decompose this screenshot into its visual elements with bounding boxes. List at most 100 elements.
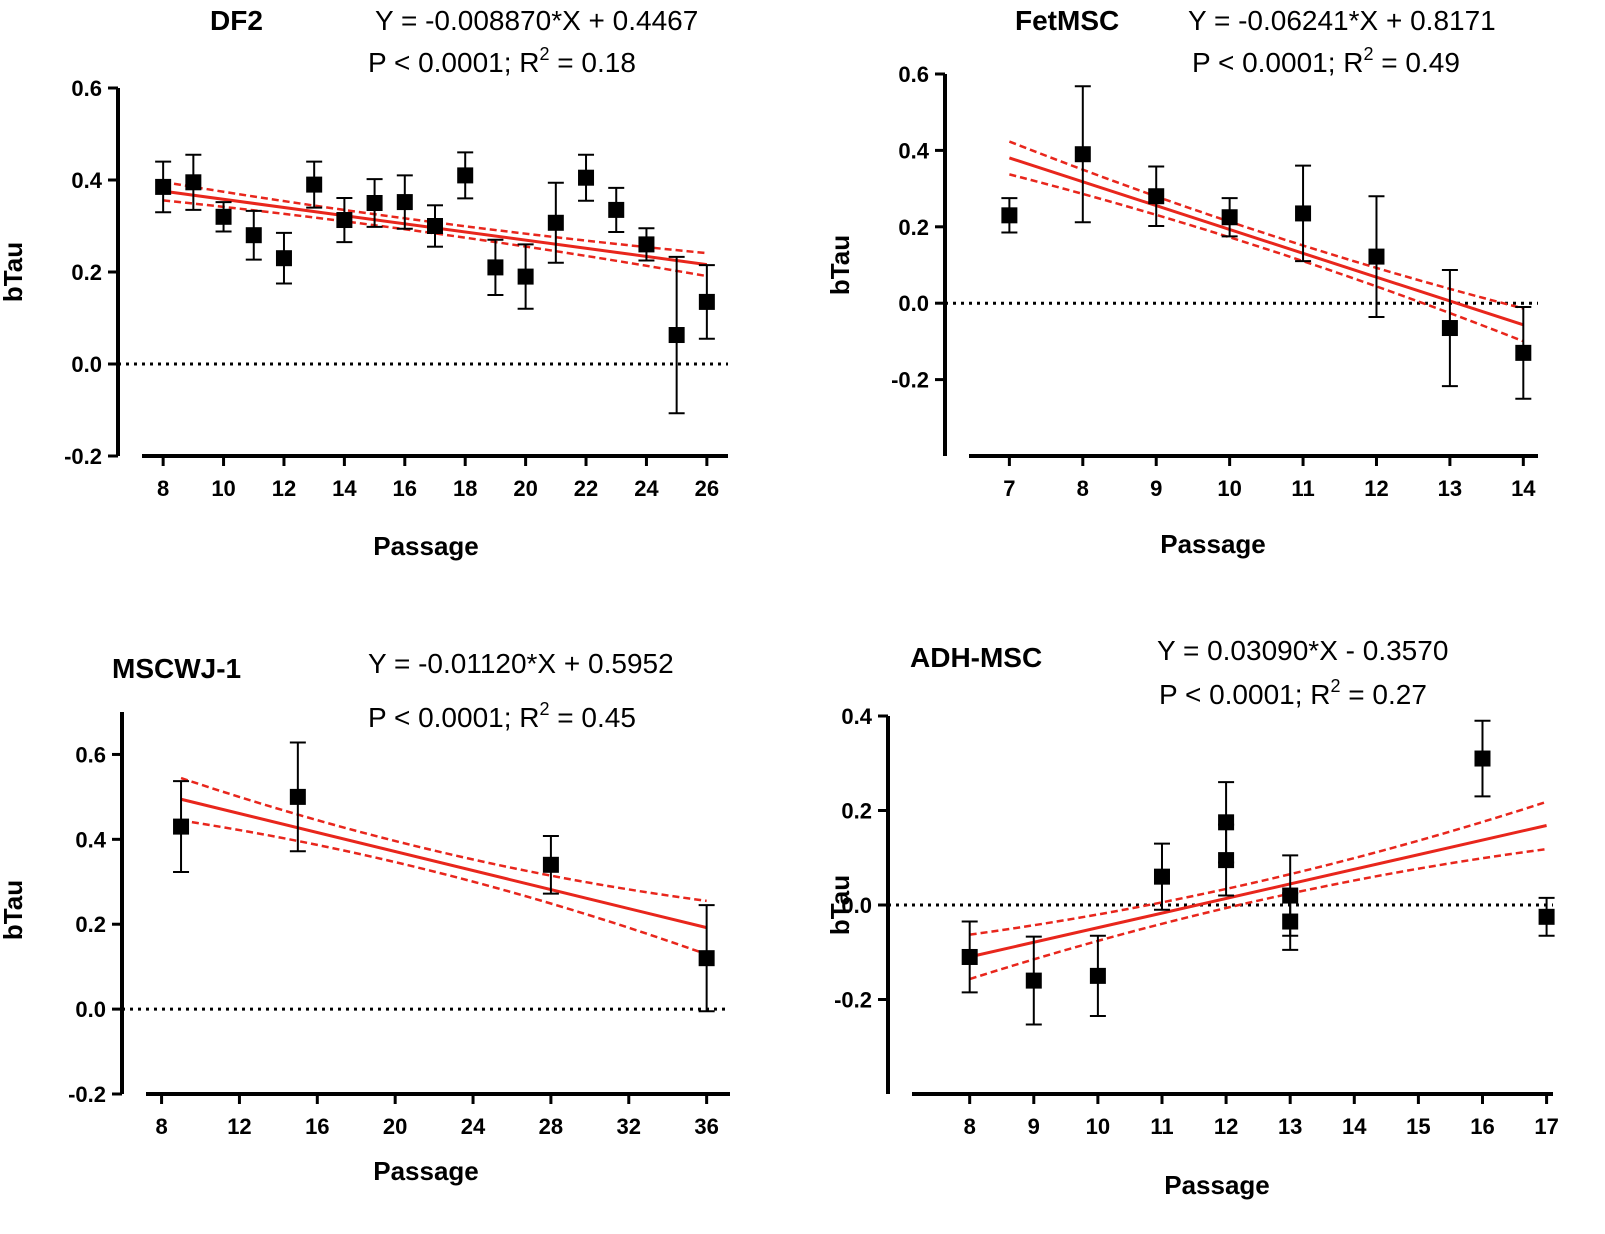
data-point: [289, 788, 306, 805]
y-tick-label: 0.4: [71, 168, 102, 193]
x-axis-label: Passage: [373, 1156, 479, 1186]
data-point: [173, 818, 190, 835]
regression-line: [180, 797, 707, 930]
panel-df2: DF2 Y = -0.008870*X + 0.4467 P < 0.0001;…: [0, 5, 728, 561]
data-point: [427, 218, 443, 234]
data-point: [698, 293, 715, 310]
x-tick-label: 14: [1342, 1114, 1367, 1139]
data-point: [517, 268, 534, 285]
data-point: [547, 214, 564, 231]
x-tick-label: 24: [634, 476, 659, 501]
y-tick-label: 0.2: [71, 260, 102, 285]
y-tick-label: 0.6: [75, 742, 106, 767]
x-tick-label: 12: [227, 1114, 251, 1139]
x-tick-label: 11: [1291, 476, 1314, 501]
x-tick-label: 13: [1278, 1114, 1302, 1139]
regression-stats: P < 0.0001; R2 = 0.49: [1192, 44, 1460, 78]
x-tick-label: 8: [964, 1114, 976, 1139]
stats-prefix: P < 0.0001; R: [1192, 47, 1364, 78]
data-point: [215, 208, 232, 225]
chart-title: ADH-MSC: [910, 642, 1042, 673]
x-tick-label: 8: [155, 1114, 167, 1139]
stats-prefix: P < 0.0001; R: [1159, 679, 1331, 710]
x-tick-label: 22: [574, 476, 598, 501]
data-point: [366, 195, 383, 211]
stats-superscript: 2: [540, 44, 550, 64]
y-tick-label: 0.4: [898, 138, 929, 163]
x-tick-label: 16: [393, 476, 417, 501]
y-tick-label: 0.0: [898, 291, 929, 316]
x-tick-label: 10: [1217, 476, 1241, 501]
chart-title: MSCWJ-1: [112, 653, 241, 684]
data-point: [336, 212, 353, 229]
data-point: [1025, 972, 1042, 989]
x-tick-label: 20: [513, 476, 537, 501]
x-tick-label: 13: [1438, 476, 1462, 501]
x-tick-label: 8: [157, 476, 169, 501]
data-point: [1001, 207, 1018, 224]
data-point: [542, 856, 559, 873]
data-point: [1441, 320, 1458, 337]
data-point: [578, 169, 595, 186]
regression-stats: P < 0.0001; R2 = 0.45: [368, 699, 636, 733]
x-tick-label: 14: [1511, 476, 1536, 501]
confidence-band-lower: [1009, 173, 1524, 343]
confidence-band-upper: [969, 800, 1547, 936]
y-tick-label: -0.2: [834, 988, 872, 1013]
data-point: [1515, 344, 1532, 361]
y-tick-label: 0.2: [75, 912, 106, 937]
data-point: [1538, 908, 1555, 925]
data-point: [457, 167, 474, 184]
y-tick-label: 0.6: [898, 62, 929, 87]
data-point: [306, 176, 323, 193]
x-tick-label: 20: [383, 1114, 407, 1139]
x-axis-label: Passage: [1164, 1170, 1270, 1200]
data-point: [155, 178, 172, 195]
y-tick-label: -0.2: [891, 368, 929, 393]
regression-line: [1008, 156, 1524, 327]
x-tick-label: 16: [1470, 1114, 1494, 1139]
x-tick-label: 10: [1086, 1114, 1110, 1139]
x-tick-label: 28: [539, 1114, 563, 1139]
stats-suffix: = 0.27: [1341, 679, 1427, 710]
y-axis-label: bTau: [825, 235, 855, 295]
data-point: [638, 236, 655, 253]
x-tick-label: 18: [453, 476, 477, 501]
x-tick-label: 26: [695, 476, 719, 501]
panel-adh-msc: ADH-MSC Y = 0.03090*X - 0.3570 P < 0.000…: [825, 635, 1559, 1200]
confidence-band-upper: [1008, 140, 1524, 310]
stats-suffix: = 0.45: [550, 702, 636, 733]
y-tick-label: -0.2: [68, 1082, 106, 1107]
x-tick-label: 24: [461, 1114, 486, 1139]
regression-equation: Y = -0.01120*X + 0.5952: [368, 648, 674, 679]
plot-area: -0.2 0.0 0.2 0.4 0.6 8 12 16 20 24 28 32 36: [68, 712, 730, 1139]
stats-prefix: P < 0.0001; R: [368, 47, 540, 78]
data-point: [961, 948, 978, 965]
data-point: [487, 259, 504, 276]
confidence-band-lower: [969, 847, 1547, 981]
stats-superscript: 2: [540, 699, 550, 719]
x-tick-label: 12: [1364, 476, 1388, 501]
regression-line: [969, 824, 1547, 959]
stats-prefix: P < 0.0001; R: [368, 702, 540, 733]
y-axis-label: bTau: [825, 875, 855, 935]
data-point: [1474, 750, 1491, 767]
data-point: [275, 250, 292, 267]
y-tick-label: -0.2: [64, 444, 102, 469]
y-tick-label: 0.4: [841, 704, 872, 729]
panel-mscwj-1: MSCWJ-1 Y = -0.01120*X + 0.5952 P < 0.00…: [0, 648, 730, 1186]
x-axis-label: Passage: [1160, 529, 1266, 559]
y-axis-label: bTau: [0, 242, 28, 302]
chart-title: FetMSC: [1015, 5, 1119, 36]
chart-title: DF2: [210, 5, 263, 36]
data-point: [1221, 209, 1238, 226]
data-point: [1148, 188, 1165, 205]
data-point: [1153, 868, 1170, 885]
y-tick-label: 0.4: [75, 827, 106, 852]
data-point: [1368, 248, 1385, 265]
plot-area: -0.2 0.0 0.2 0.4 0.6 7 8 9 10 11 12 13 14: [891, 62, 1538, 501]
regression-stats: P < 0.0001; R2 = 0.27: [1159, 676, 1427, 710]
data-point: [1218, 814, 1235, 831]
regression-equation: Y = -0.008870*X + 0.4467: [375, 5, 698, 36]
regression-equation: Y = -0.06241*X + 0.8171: [1188, 5, 1496, 36]
